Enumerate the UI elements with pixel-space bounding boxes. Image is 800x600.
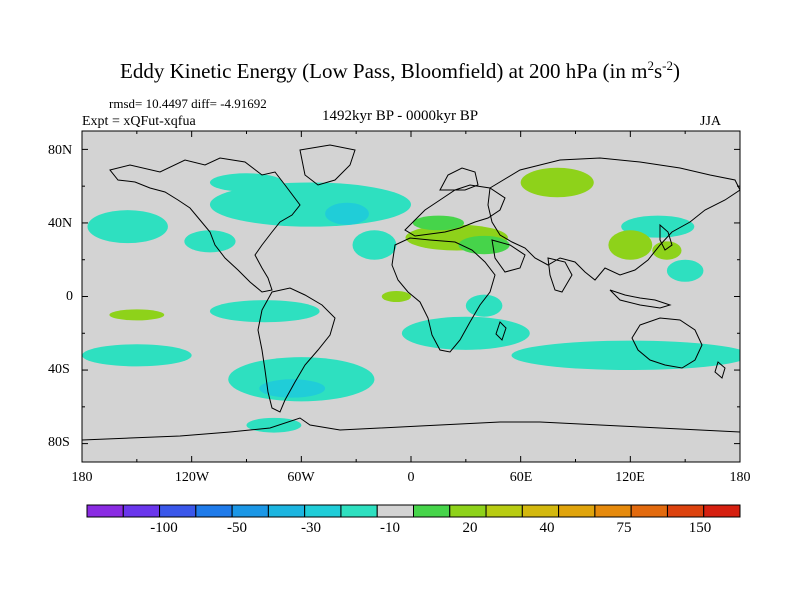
anomaly-patch: [666, 259, 704, 282]
lat-label-80s: 80S: [48, 435, 70, 450]
axis-ticks: [81, 131, 741, 462]
colorbar-swatch: [521, 504, 560, 518]
colorbar-swatch: [703, 504, 741, 518]
colorbar: [86, 504, 741, 518]
coastline-europe: [404, 184, 506, 237]
anomaly-patch: [458, 235, 510, 255]
anomaly-patch: [652, 241, 682, 260]
colorbar-swatch: [267, 504, 306, 518]
colorbar-swatch: [485, 504, 523, 518]
coastline-japan: [659, 223, 673, 251]
anomaly-patch: [352, 230, 397, 260]
lon-label-180w: 180: [71, 470, 93, 485]
anomaly-patch: [325, 202, 369, 225]
colorbar-swatch: [558, 504, 596, 518]
lon-label-60e: 60E: [509, 470, 533, 485]
colorbar-swatch: [122, 504, 161, 518]
coastline-madagascar: [495, 321, 507, 341]
lon-label-0: 0: [407, 470, 415, 485]
colorbar-label: -10: [380, 520, 400, 536]
anomaly-patch: [209, 300, 320, 323]
anomaly-patch: [209, 173, 284, 192]
lon-label-60w: 60W: [287, 470, 315, 485]
coastline-arabia: [491, 239, 526, 273]
colorbar-swatch: [231, 504, 269, 518]
period-label: 1492kyr BP - 0000kyr BP: [322, 108, 479, 124]
anomaly-patch: [520, 167, 594, 198]
anomaly-patch: [109, 309, 165, 321]
coastline-india: [547, 257, 573, 293]
anomaly-patch: [259, 379, 326, 398]
season-label: JJA: [700, 114, 722, 129]
colorbar-swatch: [86, 504, 124, 518]
colorbar-swatch: [159, 504, 197, 518]
colorbar-swatch: [340, 504, 378, 518]
colorbar-label: -100: [150, 520, 178, 536]
coastline-new-zealand: [714, 361, 726, 379]
colorbar-swatch: [413, 504, 451, 518]
coastline-indonesia: [609, 289, 672, 309]
anomaly-patch: [608, 230, 653, 260]
colorbar-label: 150: [688, 520, 712, 536]
coastlines: [82, 144, 740, 441]
anomaly-patch: [381, 290, 411, 303]
colorbar-swatch: [376, 504, 415, 518]
colorbar-label: 75: [616, 520, 632, 536]
colorbar-swatch: [594, 504, 632, 518]
colorbar-swatch: [195, 504, 233, 518]
lon-label-120w: 120W: [174, 470, 210, 485]
anomaly-field: [82, 167, 740, 433]
coastline-scandinavia: [439, 167, 479, 191]
lat-label-eq: 0: [66, 289, 73, 304]
colorbar-label: 20: [462, 520, 478, 536]
anomaly-patch: [412, 215, 465, 231]
anomaly-patch: [401, 316, 530, 350]
experiment-label: Expt = xQFut-xqfua: [82, 114, 196, 129]
coastline-antarctica: [82, 417, 740, 441]
colorbar-swatch: [449, 504, 487, 518]
lon-label-180e: 180: [729, 470, 751, 485]
lat-label-40n: 40N: [48, 216, 73, 231]
colorbar-label: 40: [539, 520, 555, 536]
lon-label-120e: 120E: [615, 470, 645, 485]
stats-text: rmsd= 10.4497 diff= -4.91692: [109, 96, 267, 111]
map-background: [82, 131, 740, 462]
lat-label-80n: 80N: [48, 143, 73, 158]
lat-label-40s: 40S: [48, 362, 70, 377]
anomaly-patch: [465, 294, 503, 317]
colorbar-label: -30: [301, 520, 321, 536]
anomaly-patch: [87, 210, 168, 244]
coastline-south-america: [257, 287, 336, 413]
anomaly-patch: [511, 340, 740, 371]
coastline-north-america: [109, 157, 301, 293]
anomaly-patch: [82, 344, 192, 367]
figure-title: Eddy Kinetic Energy (Low Pass, Bloomfiel…: [120, 58, 680, 83]
coastline-greenland: [299, 144, 356, 186]
colorbar-label: -50: [227, 520, 247, 536]
coastline-australia: [631, 317, 703, 369]
colorbar-swatch: [304, 504, 342, 518]
coastline-asia: [487, 157, 740, 281]
colorbar-swatch: [630, 504, 668, 518]
anomaly-patch: [184, 230, 236, 253]
colorbar-swatch: [666, 504, 705, 518]
coastline-africa: [391, 237, 496, 353]
